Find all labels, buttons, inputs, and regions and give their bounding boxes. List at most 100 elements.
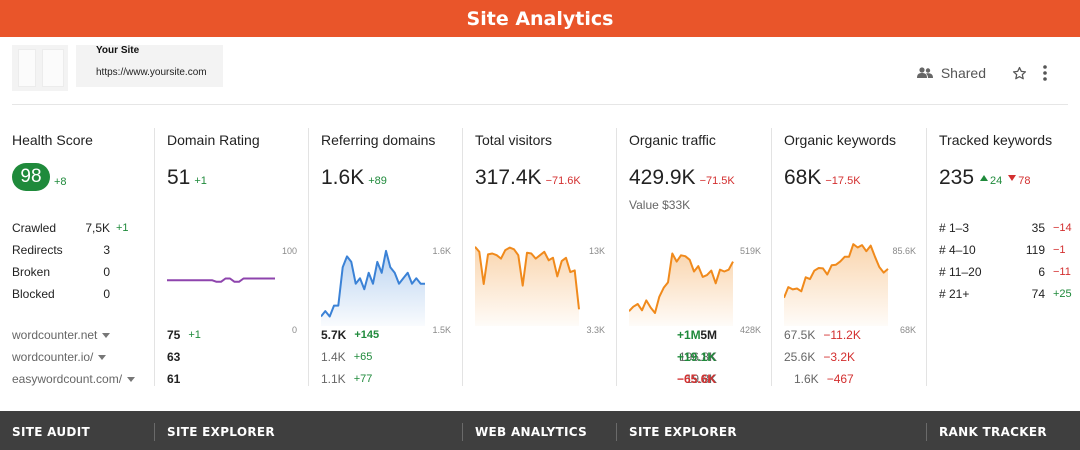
list-delta: +65 [353,351,373,363]
referring-domains-list: 5.7K +145 1.4K +65 1.1K +77 [321,324,379,390]
sparkline-line [475,246,580,310]
organic-keywords-value[interactable]: 68K −17.5K [784,166,861,190]
list-item[interactable]: 1.1K +77 [321,368,379,390]
stat-row[interactable]: Blocked 0 [12,283,136,305]
axis-max-label: 519K [739,246,761,256]
rank-tracker-link[interactable]: RANK TRACKER [926,423,1047,441]
referring-domains-delta: +89 [368,175,387,187]
sparkline-area [784,244,888,326]
list-delta-row: +1M [677,324,716,346]
list-delta-row: +19.1K [677,346,716,368]
position-row[interactable]: # 4–10 119 −1 [939,239,1067,261]
header-divider [12,104,1068,105]
organic-keywords-title: Organic keywords [784,132,897,148]
total-visitors-number: 317.4K [475,166,542,189]
list-item[interactable]: 5.7K +145 [321,324,379,346]
list-item[interactable]: 25.6K −3.2K [784,346,861,368]
shared-label: Shared [940,65,986,81]
favorite-button[interactable] [1008,62,1030,84]
tracked-down-count: 78 [1018,175,1031,187]
axis-max-label: 1.6K [432,246,451,256]
position-row[interactable]: # 21+ 74 +25 [939,283,1072,305]
web-analytics-link[interactable]: WEB ANALYTICS [462,423,587,441]
site-url[interactable]: https://www.yoursite.com [96,67,207,78]
list-item[interactable]: 5M [629,324,717,346]
domain-rating-sparkline[interactable] [167,236,277,326]
organic-traffic-column: Organic traffic 429.9K −71.5K Value $33K … [616,128,771,386]
site-selector[interactable]: wordcounter.io/ [12,346,135,368]
organic-traffic-delta: −71.5K [699,175,735,187]
organic-traffic-sparkline[interactable] [629,236,735,326]
list-delta-row: −65.6K [677,368,716,390]
tracked-keywords-value[interactable]: 235 24 78 [939,166,1031,190]
tracked-up-count: 24 [990,175,1003,187]
site-card[interactable]: Your Site https://www.yoursite.com [76,45,223,87]
position-delta: −14 [1053,222,1072,234]
list-delta: +145 [354,329,380,341]
position-label: # 21+ [939,287,970,301]
site-name: Your Site [96,45,140,56]
referring-domains-value[interactable]: 1.6K +89 [321,166,387,190]
total-visitors-value[interactable]: 317.4K −71.6K [475,166,581,190]
shared-button[interactable]: Shared [916,65,986,81]
referring-domains-title: Referring domains [321,132,436,148]
list-value: 1.4K [321,350,346,364]
list-value: 19.8K [685,372,717,386]
organic-traffic-value[interactable]: 429.9K −71.5K [629,166,735,190]
list-item[interactable]: 63 [167,346,201,368]
more-options-button[interactable] [1034,62,1056,84]
axis-min-label: 0 [291,325,297,335]
star-icon [1012,66,1026,79]
list-value: 75 [167,328,181,342]
stat-row[interactable]: Broken 0 [12,261,136,283]
list-value: 5.7K [321,328,347,342]
list-item[interactable]: 75 +1 [167,324,201,346]
domain-rating-delta: +1 [194,175,207,187]
organic-keywords-sparkline[interactable] [784,236,890,326]
referring-domains-sparkline[interactable] [321,236,427,326]
list-value: 1.1K [321,372,346,386]
total-visitors-sparkline[interactable] [475,236,581,326]
position-row[interactable]: # 1–3 35 −14 [939,217,1072,239]
list-item[interactable]: 61 [167,368,201,390]
domain-rating-value[interactable]: 51 +1 [167,166,207,190]
site-explorer-link[interactable]: SITE EXPLORER [154,423,275,441]
sparkline-area [475,246,579,326]
sparkline-line [629,252,734,314]
list-item[interactable]: 1.4K +65 [321,346,379,368]
position-delta: +25 [1053,288,1072,300]
site-selector[interactable]: easywordcount.com/ [12,368,136,390]
list-value: 25.6K [784,350,816,364]
site-explorer-link-2[interactable]: SITE EXPLORER [616,423,737,441]
position-distribution: # 1–3 35 −14 # 4–10 119 −1 # 11–20 6 −11… [939,217,1072,305]
axis-max-label: 85.6K [892,246,916,256]
metrics-row: Health Score 98 +8 Crawled 7,5K +1 Redir… [0,128,1080,386]
stat-value: 3 [103,243,110,257]
header-actions: Shared [916,62,1056,84]
more-vertical-icon [1043,65,1047,81]
position-value: 35 [1031,221,1045,235]
site-selector[interactable]: wordcounter.net [12,324,135,346]
list-item[interactable]: 19.8K [629,368,717,390]
stat-row[interactable]: Redirects 3 [12,239,136,261]
position-label: # 4–10 [939,243,976,257]
site-selector-label: easywordcount.com/ [12,372,123,386]
list-value: 1.6K [794,372,819,386]
site-audit-link[interactable]: SITE AUDIT [12,425,90,439]
site-thumbnail[interactable] [12,45,68,91]
position-row[interactable]: # 11–20 6 −11 [939,261,1071,283]
health-score-badge[interactable]: 98 [12,163,50,191]
list-item[interactable]: 196.8K [629,346,717,368]
stat-label: Blocked [12,287,55,301]
tool-footer: SITE AUDIT SITE EXPLORER WEB ANALYTICS S… [0,411,1080,450]
stat-value: 0 [103,265,110,279]
stat-delta: +1 [116,222,129,234]
site-selector-list: wordcounter.net wordcounter.io/ easyword… [12,324,136,390]
crawl-stats: Crawled 7,5K +1 Redirects 3 Broken 0 Blo… [12,217,136,305]
stat-row[interactable]: Crawled 7,5K +1 [12,217,136,239]
domain-rating-number: 51 [167,166,191,189]
list-item[interactable]: 67.5K −11.2K [784,324,861,346]
list-value: 67.5K [784,328,816,342]
list-item[interactable]: 1.6K −467 [784,368,861,390]
sparkline-line [321,249,425,318]
